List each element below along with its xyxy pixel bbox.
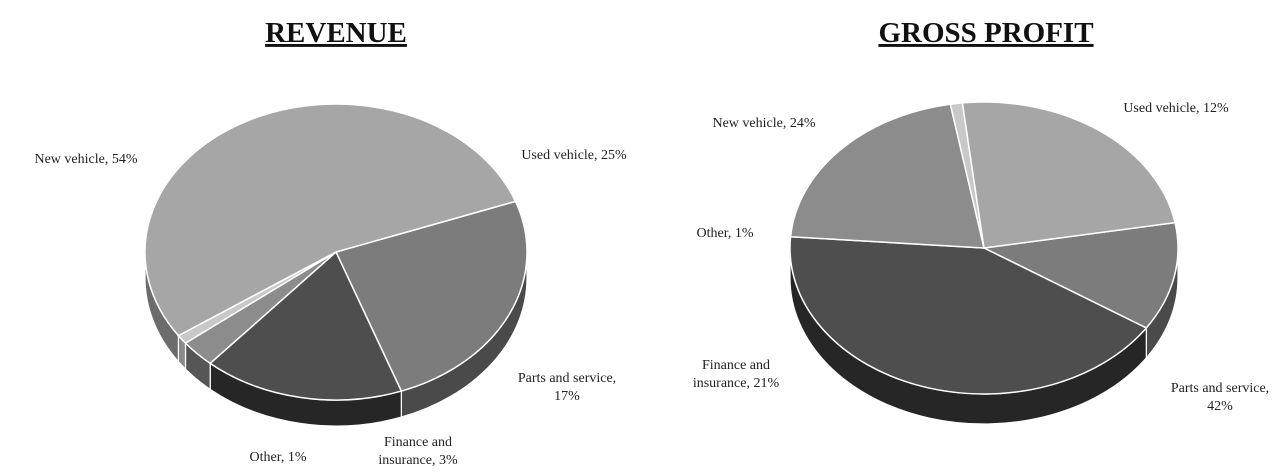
pie-label-line: Used vehicle, 12% [1123,101,1229,116]
revenue-pie-labels: Used vehicle, 25% Parts and service, 17% Fi… [34,148,627,468]
pie-label-new-vehicle: New vehicle, 54% [34,152,137,167]
pie-label-line: Finance and [702,358,770,373]
revenue-pie-body [144,103,528,427]
gross-profit-chart-title: GROSS PROFIT [878,17,1093,49]
pie-label-line: Finance and [384,435,452,450]
pie-label-other: Other, 1% [697,226,754,241]
pie-label-line: 17% [554,389,580,404]
pie-slice-parts-and-service [209,251,403,401]
pie-label-line: New vehicle, 54% [34,152,137,167]
pie-slice-finance-and-insurance [789,103,985,249]
pie-label-line: insurance, 21% [693,376,780,391]
pie-label-parts-and-service: Parts and service, 42% [1171,381,1269,414]
pie-label-parts-and-service: Parts and service, 17% [518,371,616,404]
revenue-chart-title: REVENUE [265,17,407,49]
pie-label-line: Other, 1% [250,450,307,465]
pie-label-line: New vehicle, 24% [712,116,815,131]
pie-slice-parts-and-service [789,236,1148,395]
pie-label-line: Used vehicle, 25% [521,148,627,163]
pie-label-line: insurance, 3% [378,453,458,468]
pie-label-other: Other, 1% [250,450,307,465]
pie-label-line: 42% [1207,399,1233,414]
gross-profit-pie-body [789,101,1179,425]
pie-label-finance-and-insurance: Finance and insurance, 21% [693,358,780,391]
pie-slice-new-vehicle [144,103,517,337]
pie-label-line: Other, 1% [697,226,754,241]
pie-label-new-vehicle: New vehicle, 24% [712,116,815,131]
pie-slice-new-vehicle [961,101,1176,249]
gross-profit-pie-labels: Used vehicle, 12% Parts and service, 42% Fi… [693,101,1269,414]
pie-label-line: Parts and service, [1171,381,1269,396]
pie-label-used-vehicle: Used vehicle, 12% [1123,101,1229,116]
pie-label-finance-and-insurance: Finance and insurance, 3% [378,435,458,468]
pie-label-line: Parts and service, [518,371,616,386]
revenue-pie-chart: REVENUE Used vehicle, 25% Parts and servi… [34,17,627,468]
pie-slice-used-vehicle [335,200,528,392]
pie-label-used-vehicle: Used vehicle, 25% [521,148,627,163]
gross-profit-pie-chart: GROSS PROFIT Used vehicle, 12% Parts and … [693,17,1269,425]
pie-slice-used-vehicle [983,221,1179,329]
